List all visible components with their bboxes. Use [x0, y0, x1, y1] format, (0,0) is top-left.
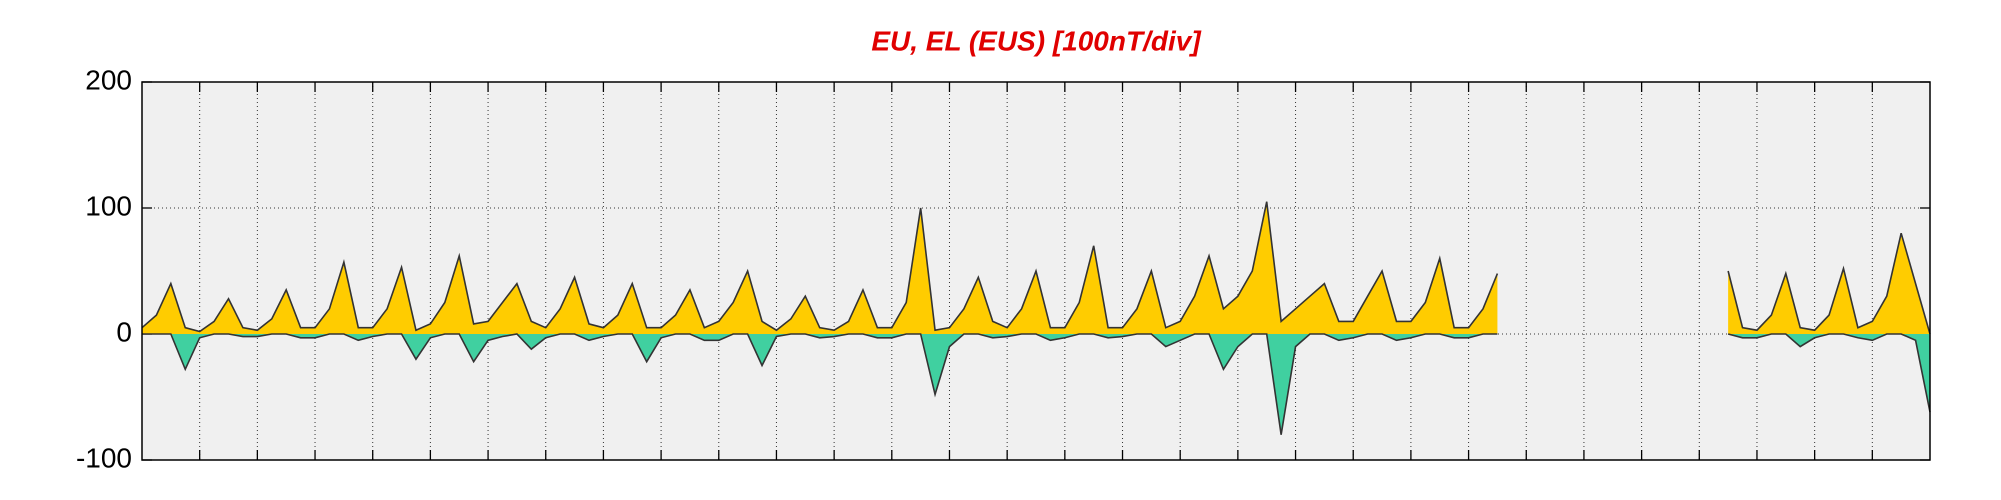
y-tick-label: 200 — [85, 64, 132, 95]
plot-frame — [141, 81, 1931, 461]
y-tick-label: -100 — [76, 442, 132, 473]
line — [141, 201, 1931, 335]
line — [142, 333, 1931, 435]
y-tick-label: 100 — [85, 190, 132, 221]
y-tick-label: 0 — [116, 316, 132, 347]
chart-title: EU, EL (EUS) [100nT/div] — [871, 25, 1202, 56]
